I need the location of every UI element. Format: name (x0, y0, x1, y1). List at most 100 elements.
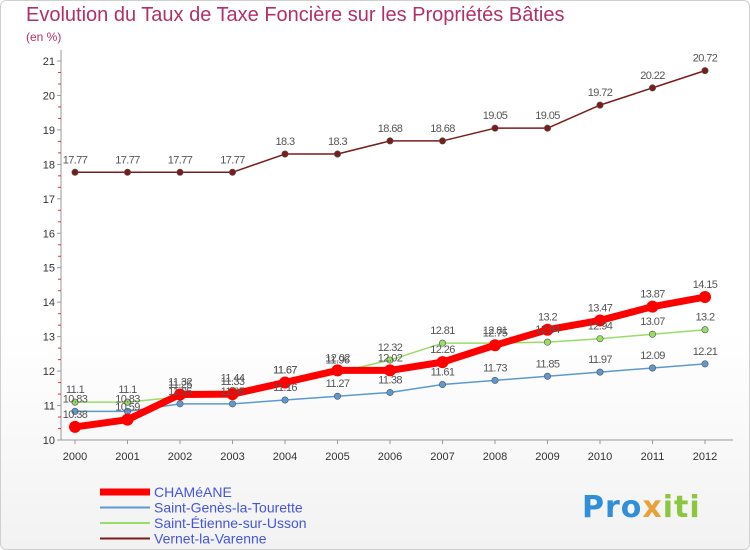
data-label: 20.72 (693, 53, 718, 65)
data-point (648, 364, 656, 372)
x-tick-label: 2005 (325, 451, 349, 463)
y-tick-label: 16 (43, 228, 55, 240)
data-label: 13.2 (695, 312, 714, 324)
legend-label: CHAMéANE (154, 484, 232, 500)
data-point (541, 323, 554, 336)
data-point (229, 168, 237, 176)
data-label: 10.83 (115, 393, 140, 405)
x-tick-label: 2007 (430, 451, 454, 463)
proxiti-logo: Proxiti (582, 490, 701, 525)
data-label: 14.15 (693, 279, 718, 291)
data-label: 17.77 (220, 154, 245, 166)
data-label: 19.05 (483, 110, 508, 122)
x-tick-label: 2011 (641, 451, 665, 463)
data-point (384, 364, 396, 377)
data-label: 12.81 (430, 325, 455, 337)
data-label: 12.21 (693, 346, 718, 358)
data-label: 11.05 (168, 386, 192, 398)
data-point (543, 124, 551, 132)
data-point (386, 137, 394, 145)
data-label: 11.38 (378, 374, 402, 386)
data-label: 18.3 (275, 136, 294, 148)
legend: CHAMéANESaint-Genès-la-TouretteSaint-Éti… (100, 484, 307, 547)
data-label: 18.68 (430, 123, 455, 135)
x-tick-label: 2010 (588, 451, 612, 463)
data-point (648, 84, 656, 92)
legend-label: Vernet-la-Varenne (154, 531, 267, 547)
y-tick-label: 14 (43, 297, 55, 309)
data-point (701, 360, 709, 368)
data-point (646, 300, 659, 313)
data-label: 12.02 (378, 352, 403, 364)
data-label: 12.26 (430, 344, 455, 356)
data-label: 11.16 (273, 382, 297, 394)
data-label: 11.1 (66, 384, 85, 396)
y-tick-label: 13 (43, 332, 55, 344)
x-tick-label: 2006 (378, 451, 402, 463)
data-point (124, 398, 132, 406)
data-label: 11.73 (483, 362, 507, 374)
data-point (331, 364, 344, 377)
data-point (71, 407, 79, 415)
legend-label: Saint-Genès-la-Tourette (154, 500, 303, 516)
series-points (69, 67, 711, 433)
data-label: 19.05 (535, 110, 560, 122)
data-label: 11.44 (221, 372, 245, 384)
data-point (648, 330, 656, 338)
data-label: 19.72 (588, 87, 613, 99)
data-label: 12.32 (378, 342, 403, 354)
data-point (386, 356, 394, 364)
data-label: 10.38 (63, 409, 88, 421)
data-point (491, 376, 499, 384)
chart-title: Evolution du Taux de Taxe Foncière sur l… (26, 4, 565, 26)
data-label: 17.77 (115, 154, 140, 166)
data-label: 13.2 (538, 312, 557, 324)
data-point (174, 388, 186, 401)
y-tick-label: 12 (43, 366, 55, 378)
data-point (701, 67, 709, 75)
data-label: 11.33 (221, 376, 245, 388)
data-point (121, 413, 134, 426)
y-tick-label: 15 (43, 263, 55, 275)
data-label: 20.22 (640, 70, 665, 82)
data-label: 17.77 (63, 154, 88, 166)
data-point (124, 168, 132, 176)
x-tick-label: 2000 (63, 451, 87, 463)
data-label: 12.84 (535, 324, 560, 336)
y-tick-label: 21 (43, 56, 55, 68)
data-point (543, 338, 551, 346)
y-tick-label: 17 (43, 194, 55, 206)
data-labels: 10.38 10.59 11.32 11.33 11.67 12.02 12.02 12.26… (63, 53, 719, 421)
data-label: 12.09 (640, 350, 665, 362)
x-tick-label: 2012 (693, 451, 717, 463)
data-point (596, 368, 604, 376)
data-point (594, 314, 606, 327)
data-point (176, 400, 184, 408)
x-tick-label: 2009 (535, 451, 559, 463)
chart-subtitle: (en %) (26, 30, 62, 44)
x-tick-label: 2002 (168, 451, 192, 463)
data-label: 12.94 (588, 321, 613, 333)
data-label: 13.07 (640, 316, 665, 328)
data-label: 11.67 (273, 364, 297, 376)
data-label: 18.3 (328, 136, 347, 148)
data-label: 11.61 (431, 367, 455, 379)
data-label: 11.32 (168, 377, 192, 389)
data-point (71, 168, 79, 176)
y-tick-label: 20 (43, 90, 55, 102)
data-label: 11.96 (326, 354, 350, 366)
data-point (226, 388, 239, 401)
data-point (438, 381, 446, 389)
data-point (176, 168, 184, 176)
data-label: 11.1 (118, 384, 137, 396)
data-point (281, 150, 289, 158)
data-label: 12.02 (325, 352, 350, 364)
data-label: 13.87 (640, 289, 665, 301)
axes: 10 11 12 13 14 15 16 17 18 19 20 21 2000 2001 2002 2003… (43, 50, 733, 463)
y-tick-label: 18 (43, 159, 55, 171)
y-tick-label: 19 (43, 125, 55, 137)
data-label: 18.68 (378, 123, 403, 135)
data-label: 11.85 (536, 358, 560, 370)
